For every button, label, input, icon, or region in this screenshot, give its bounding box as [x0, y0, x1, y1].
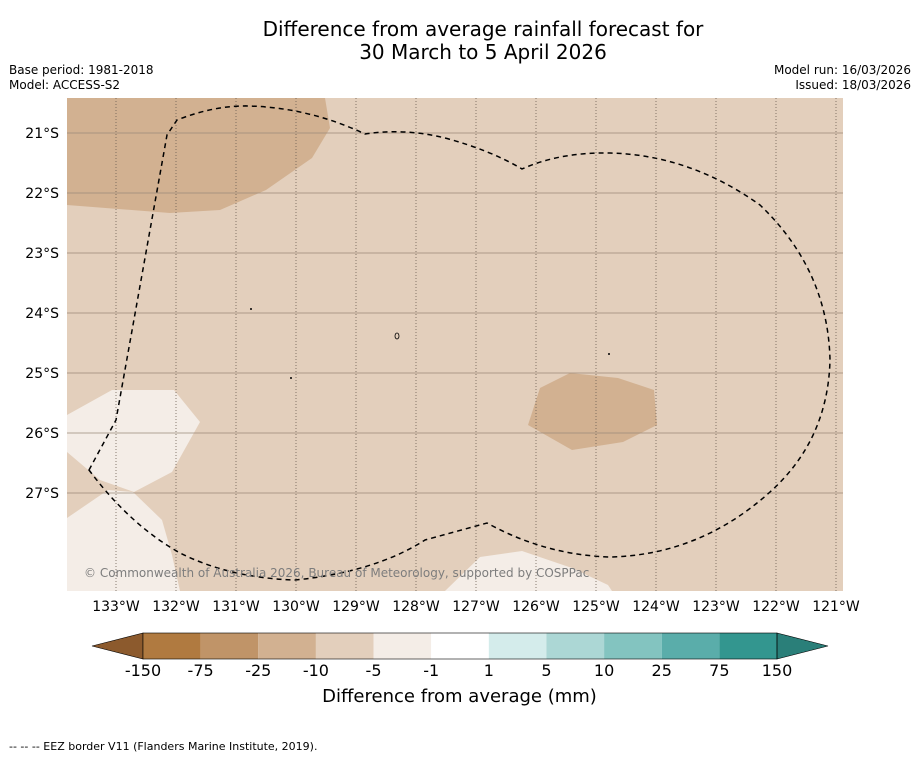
colorbar-tick-label: -1: [423, 661, 440, 680]
latitude-labels: 21°S 22°S 23°S 24°S 25°S 26°S 27°S: [25, 126, 59, 502]
colorbar: [91, 632, 829, 660]
colorbar-swatch: [258, 633, 316, 659]
colorbar-tick-label: 25: [651, 661, 672, 680]
colorbar-tick-label: -10: [302, 661, 329, 680]
colorbar-swatch: [546, 633, 605, 659]
eez-source-note: -- -- -- EEZ border V11 (Flanders Marine…: [9, 740, 318, 753]
lat-label: 23°S: [25, 246, 59, 262]
colorbar-high-extend: [776, 632, 829, 660]
colorbar-swatch: [315, 633, 374, 659]
colorbar-swatch: [431, 633, 489, 659]
chart-title: Difference from average rainfall forecas…: [0, 18, 919, 64]
lon-label: 127°W: [452, 599, 500, 615]
copyright-text: © Commonwealth of Australia 2026, Bureau…: [84, 566, 589, 580]
longitude-gridlines: [115, 98, 837, 591]
lat-label: 26°S: [25, 426, 59, 442]
lon-label: 132°W: [152, 599, 200, 615]
longitude-labels: 133°W 132°W 131°W 130°W 129°W 128°W 127°…: [92, 599, 860, 615]
lon-label: 133°W: [92, 599, 140, 615]
colorbar-swatch: [373, 633, 432, 659]
lon-label: 128°W: [392, 599, 440, 615]
eez-border: [88, 105, 831, 581]
lon-label: 124°W: [632, 599, 680, 615]
colorbar-outline: [142, 632, 778, 660]
colorbar-tick-label: 5: [541, 661, 552, 680]
colorbar-swatch: [488, 633, 547, 659]
colorbar-swatch: [661, 633, 720, 659]
colorbar-tick-label: -25: [245, 661, 272, 680]
colorbar-tick-label: -5: [365, 661, 382, 680]
lat-label: 25°S: [25, 366, 59, 382]
meta-right: Model run: 16/03/2026 Issued: 18/03/2026: [774, 63, 911, 93]
meta-left: Base period: 1981-2018 Model: ACCESS-S2: [9, 63, 154, 93]
lat-label: 27°S: [25, 486, 59, 502]
model-name: Model: ACCESS-S2: [9, 78, 121, 92]
lat-label: 22°S: [25, 186, 59, 202]
colorbar-swatch: [604, 633, 662, 659]
lon-label: 122°W: [752, 599, 800, 615]
title-line-1: Difference from average rainfall forecas…: [262, 17, 704, 41]
issued-date: Issued: 18/03/2026: [795, 78, 911, 92]
anomaly-region-southwest-lower: [67, 490, 180, 591]
colorbar-swatch: [719, 633, 777, 659]
anomaly-region-northwest: [67, 98, 330, 213]
base-period: Base period: 1981-2018: [9, 63, 154, 77]
anomaly-region-south: [445, 551, 612, 591]
lon-label: 126°W: [512, 599, 560, 615]
anomaly-region-east: [528, 373, 657, 450]
lon-label: 121°W: [812, 599, 860, 615]
colorbar-swatch: [200, 633, 259, 659]
island-marker: [394, 332, 400, 340]
map-area: © Commonwealth of Australia 2026, Bureau…: [67, 98, 843, 591]
model-run: Model run: 16/03/2026: [773, 63, 911, 77]
lon-label: 129°W: [332, 599, 380, 615]
anomaly-region-edge: [67, 545, 74, 570]
colorbar-tick-label: 75: [709, 661, 730, 680]
lon-label: 130°W: [272, 599, 320, 615]
colorbar-tick-label: 1: [483, 661, 494, 680]
colorbar-unit-label: Difference from average (mm): [322, 686, 597, 707]
colorbar-tick-label: 10: [593, 661, 615, 680]
lon-label: 131°W: [212, 599, 260, 615]
anomaly-region-southwest-upper: [67, 390, 200, 492]
colorbar-tick-label: 150: [761, 661, 793, 680]
colorbar-low-extend: [91, 632, 144, 660]
latitude-gridlines: [67, 132, 843, 494]
lon-label: 125°W: [572, 599, 620, 615]
lat-label: 24°S: [25, 306, 59, 322]
island-marker: [608, 353, 610, 355]
colorbar-swatch: [143, 633, 201, 659]
island-marker: [290, 377, 292, 379]
island-marker: [250, 308, 252, 310]
lat-label: 21°S: [25, 126, 59, 142]
lon-label: 123°W: [692, 599, 740, 615]
colorbar-tick-label: -150: [124, 661, 162, 680]
title-line-2: 30 March to 5 April 2026: [359, 40, 607, 64]
colorbar-tick-label: -75: [187, 661, 214, 680]
